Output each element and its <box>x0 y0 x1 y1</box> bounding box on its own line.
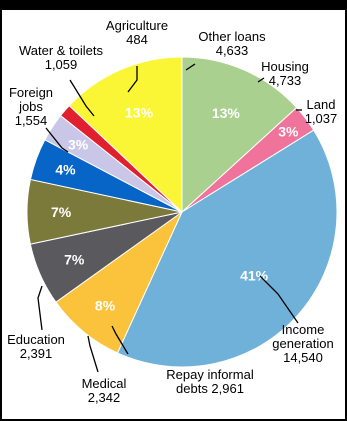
pct-label-repay-informal-debts: 8% <box>95 297 116 313</box>
pct-label-other-loans: 13% <box>125 104 154 120</box>
category-label-income-generation: Income generation 14,540 <box>272 322 333 365</box>
leader-line-education <box>37 285 43 331</box>
pct-label-land: 3% <box>278 124 299 140</box>
category-label-foreign-jobs: Foreign jobs 1,554 <box>9 85 53 128</box>
category-label-other-loans: Other loans 4,633 <box>198 29 266 58</box>
leader-line-other-loans <box>185 63 196 71</box>
leader-line-water-toilets <box>69 79 95 117</box>
leader-line-income-generation <box>259 275 299 324</box>
leader-line-housing <box>257 77 265 83</box>
leader-line-repay-informal-debts <box>111 325 129 355</box>
leader-line-foreign-jobs <box>45 127 69 153</box>
pct-label-income-generation: 41% <box>240 268 269 284</box>
pct-label-education: 7% <box>51 204 72 220</box>
category-label-housing: Housing 4,733 <box>261 59 309 88</box>
pct-label-foreign-jobs: 4% <box>55 162 76 178</box>
pie-slice-income-generation <box>116 129 338 368</box>
leader-line-agriculture <box>127 66 138 93</box>
category-label-land: Land 1,037 <box>305 97 338 126</box>
category-label-education: Education 2,391 <box>7 332 65 361</box>
pct-label-housing: 13% <box>212 105 241 121</box>
pct-label-medical: 7% <box>64 251 85 267</box>
leader-line-medical <box>87 335 99 373</box>
pie-slice-housing <box>181 56 298 214</box>
category-label-agriculture: Agriculture 484 <box>106 18 168 47</box>
category-label-medical: Medical 2,342 <box>82 376 127 405</box>
category-label-water-toilets: Water & toilets 1,059 <box>19 43 104 72</box>
category-label-repay-informal-debts: Repay informal debts 2,961 <box>166 367 254 396</box>
pie-slice-other-loans <box>68 56 183 214</box>
pct-label-water-toilets: 3% <box>68 136 89 152</box>
